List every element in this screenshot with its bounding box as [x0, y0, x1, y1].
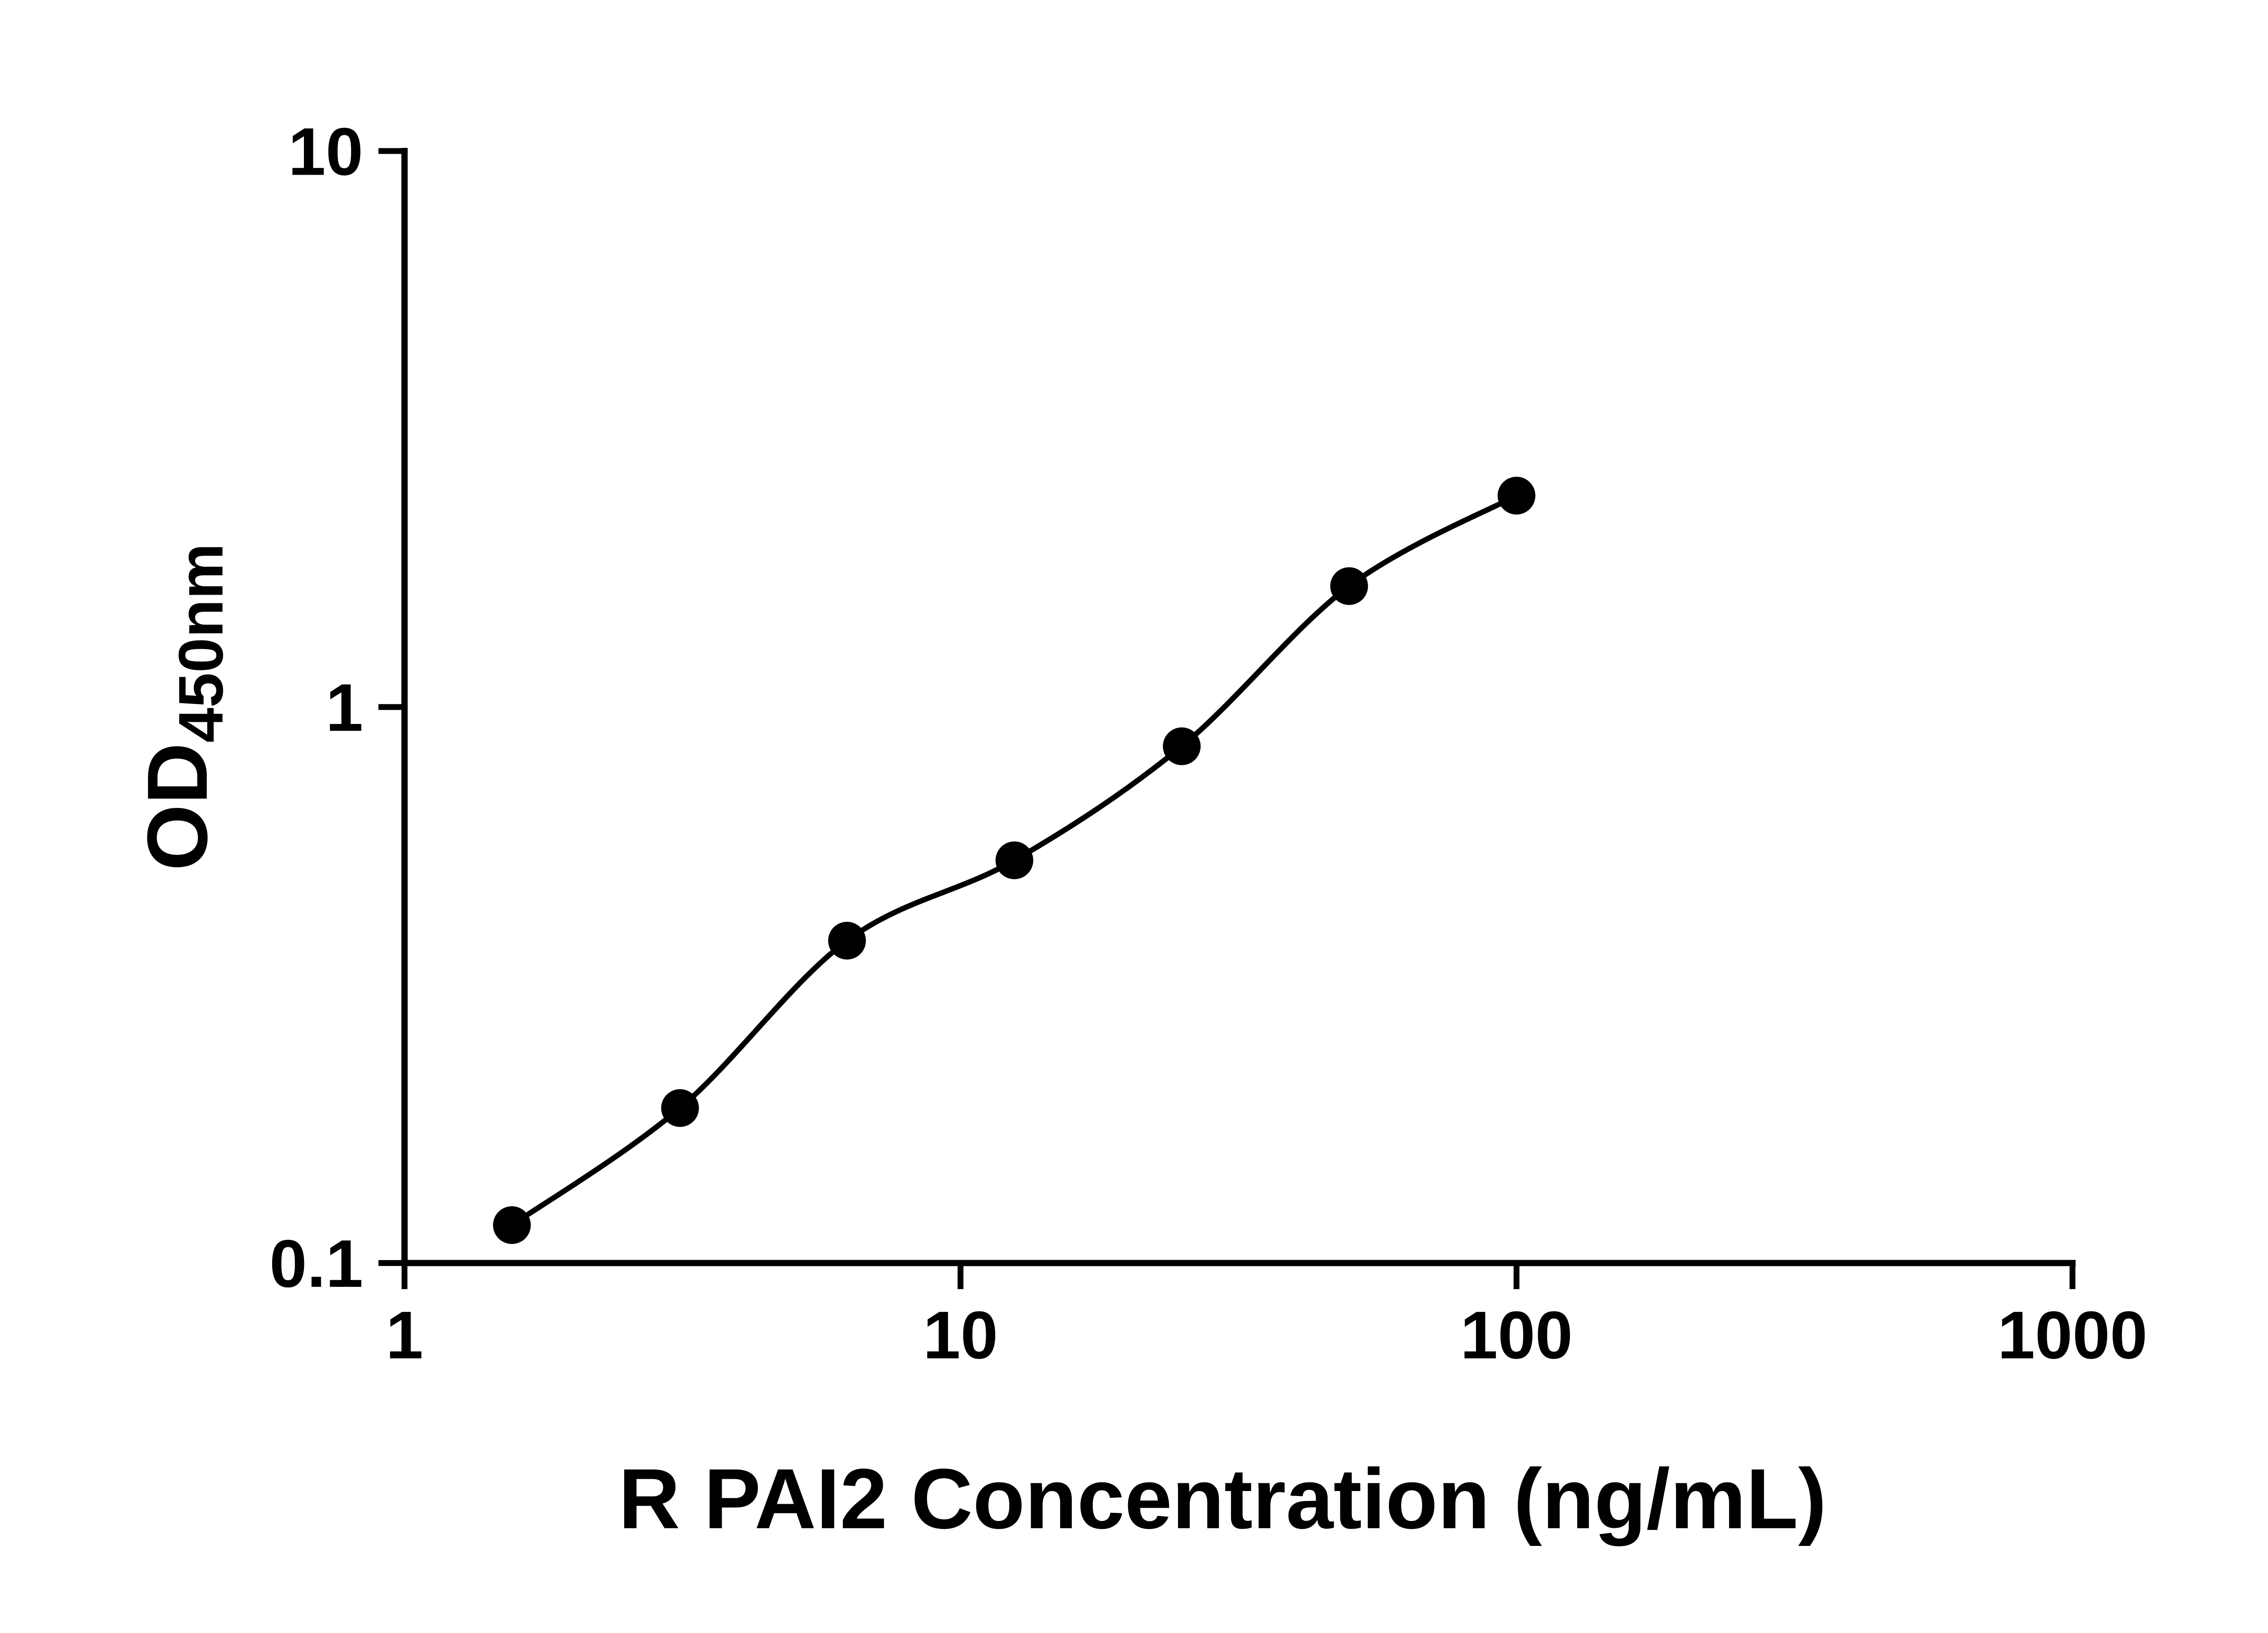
data-point — [661, 1089, 699, 1127]
y-axis-title: OD450nm — [130, 543, 236, 871]
y-tick-label: 10 — [288, 114, 363, 189]
y-axis-title-main: OD — [130, 743, 225, 870]
x-tick-label: 100 — [1460, 1297, 1573, 1373]
y-tick-label: 1 — [326, 670, 363, 745]
x-axis-title: R PAI2 Concentration (ng/mL) — [619, 1451, 1827, 1546]
data-point — [995, 841, 1033, 880]
y-axis-title-subscript: 450nm — [166, 543, 236, 743]
data-point — [1330, 567, 1368, 605]
x-tick-label: 1000 — [1998, 1297, 2148, 1373]
x-tick-label: 1 — [386, 1297, 423, 1373]
x-tick-label: 10 — [923, 1297, 998, 1373]
data-point — [1497, 477, 1535, 515]
data-point — [493, 1206, 531, 1244]
y-tick-label: 0.1 — [269, 1226, 363, 1301]
plot-area: 1 10 100 1000 0.1 1 10 — [269, 114, 2147, 1373]
data-point — [1163, 727, 1201, 765]
data-point — [828, 922, 866, 960]
